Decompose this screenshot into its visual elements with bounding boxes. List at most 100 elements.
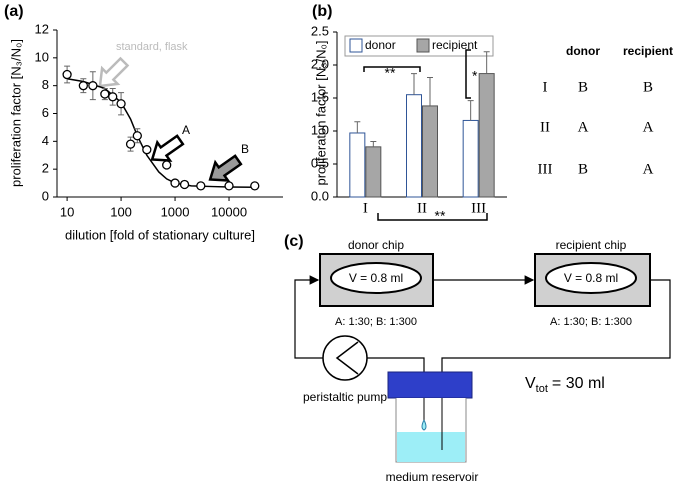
y-tick-label: 4: [42, 133, 49, 148]
node-label: V = 0.8 ml: [564, 271, 618, 285]
x-tick-label: I: [363, 200, 368, 216]
diagram: donor chip V = 0.8 ml A: 1:30; B: 1:300 …: [294, 238, 671, 484]
y-axis-title: proliferation factor [N₃/N₀]: [8, 39, 23, 187]
legend-swatch: [349, 38, 363, 53]
significance-bracket: [363, 66, 421, 72]
table-cell: B: [578, 161, 588, 177]
y-tick-label: 1.0: [311, 122, 329, 137]
y-tick-label: 0: [42, 188, 49, 203]
y-tick-label: 8: [42, 77, 49, 92]
y-tick-label: 2.5: [311, 23, 329, 38]
node-label: V = 0.8 ml: [349, 271, 403, 285]
error-bar: [370, 141, 377, 147]
table-cell: A: [643, 119, 654, 135]
x-tick-label: 10: [60, 204, 74, 219]
y-tick-label: 10: [35, 49, 49, 64]
reservoir-medium: [397, 432, 465, 462]
reservoir-cap: [387, 371, 473, 399]
legend-swatch: [416, 38, 430, 53]
value: = 30 ml: [552, 375, 605, 392]
pump-rotor: [335, 341, 359, 375]
annotation: A: [182, 123, 190, 137]
significance-bracket: [377, 213, 488, 221]
subscript: tot: [536, 383, 548, 395]
arrow: [98, 56, 130, 88]
error-bar: [354, 121, 361, 133]
y-tick-label: 1.5: [311, 89, 329, 104]
y-tick-label: 12: [35, 21, 49, 36]
x-tick-label: III: [471, 200, 486, 216]
node-title: recipient chip: [556, 238, 627, 252]
point: [170, 178, 180, 188]
total-volume: Vtot = 30 ml: [525, 375, 605, 395]
pump: [322, 335, 368, 381]
table-cell: A: [578, 119, 589, 135]
point: [162, 160, 172, 170]
table-cell: B: [578, 79, 588, 95]
arrow: [208, 154, 243, 182]
point: [224, 181, 234, 191]
panel-label: (b): [312, 3, 332, 20]
panel-label: (c): [284, 233, 304, 250]
x-tick-label: 10000: [211, 204, 247, 219]
y-tick-label: 0.0: [311, 188, 329, 203]
y-tick-label: 2: [42, 161, 49, 176]
table: donor recipient I B B II A A III B A: [538, 44, 674, 177]
node-title: donor chip: [348, 238, 404, 252]
chamber: [330, 262, 422, 294]
y-tick-label: 0.5: [311, 155, 329, 170]
node-label: peristaltic pump: [303, 390, 387, 404]
legend-label: donor: [365, 38, 396, 52]
bar: [365, 146, 382, 198]
tubing: [294, 275, 323, 359]
annotation: **: [385, 65, 396, 81]
bar: [349, 132, 366, 198]
panel-label: (a): [4, 3, 24, 20]
node-note: A: 1:30; B: 1:300: [550, 316, 632, 328]
y-axis-title: proliferaton factor [N₃/N₀]: [313, 40, 328, 185]
point: [100, 89, 110, 99]
bar: [422, 105, 438, 198]
error-bar: [411, 73, 417, 95]
point: [116, 99, 126, 109]
table-cell: A: [643, 161, 654, 177]
significance-bracket: [465, 49, 471, 99]
point: [125, 139, 136, 149]
bar: [462, 119, 479, 198]
node-note: A: 1:30; B: 1:300: [335, 316, 417, 328]
error-bar: [467, 100, 474, 121]
point: [132, 131, 142, 141]
row-label: I: [543, 79, 548, 95]
row-label: III: [538, 161, 553, 177]
x-tick-label: II: [417, 200, 427, 216]
annotation: *: [472, 68, 478, 84]
point: [179, 179, 190, 190]
point: [78, 81, 88, 91]
table-cell: B: [643, 79, 653, 95]
bar: [478, 73, 495, 198]
legend-label: recipient: [432, 38, 478, 52]
annotation: B: [241, 142, 249, 156]
point: [196, 181, 206, 191]
error-bar: [427, 77, 433, 106]
y-tick-label: 2.0: [311, 56, 329, 71]
x-tick-label: 100: [110, 204, 132, 219]
bar: [406, 94, 422, 198]
point: [108, 92, 118, 102]
point: [142, 145, 152, 155]
drop: [421, 419, 427, 431]
arrow: [150, 134, 185, 162]
point: [250, 181, 260, 191]
table-header: recipient: [623, 44, 673, 58]
point: [88, 81, 98, 91]
x-axis-title: dilution [fold of stationary culture]: [65, 227, 255, 242]
row-label: II: [540, 119, 550, 135]
node-label: medium reservoir: [386, 470, 479, 484]
y-tick-label: 6: [42, 105, 49, 120]
table-header: donor: [566, 44, 600, 58]
error-bar: [483, 51, 490, 74]
point: [62, 69, 72, 80]
annotation: **: [435, 208, 446, 224]
